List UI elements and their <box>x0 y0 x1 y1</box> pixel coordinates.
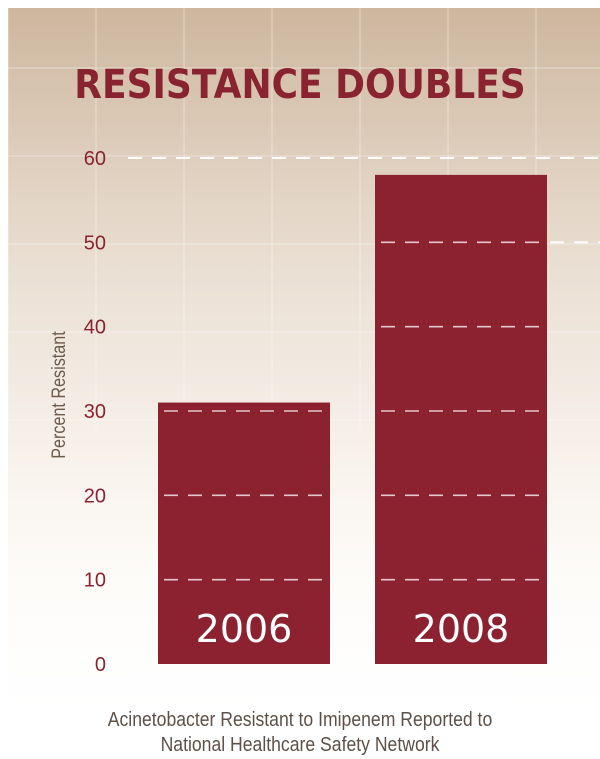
y-tick-label: 60 <box>84 148 106 170</box>
chart-caption: Acinetobacter Resistant to Imipenem Repo… <box>36 708 564 758</box>
caption-line-1: Acinetobacter Resistant to Imipenem Repo… <box>107 709 493 731</box>
y-tick-label: 40 <box>84 317 106 339</box>
y-tick-label: 50 <box>84 232 106 254</box>
y-tick-label: 0 <box>95 654 106 676</box>
y-tick-label: 20 <box>84 485 106 507</box>
chart-title: RESISTANCE DOUBLES <box>74 62 526 108</box>
category-label: 2008 <box>413 607 510 651</box>
y-tick-label: 30 <box>84 401 106 423</box>
bar-2008 <box>375 174 547 664</box>
y-axis-label: Percent Resistant <box>49 331 70 459</box>
category-label: 2006 <box>196 607 293 651</box>
caption-line-2: National Healthcare Safety Network <box>160 734 440 756</box>
bar-2006 <box>158 402 330 664</box>
y-tick-label: 10 <box>84 570 106 592</box>
